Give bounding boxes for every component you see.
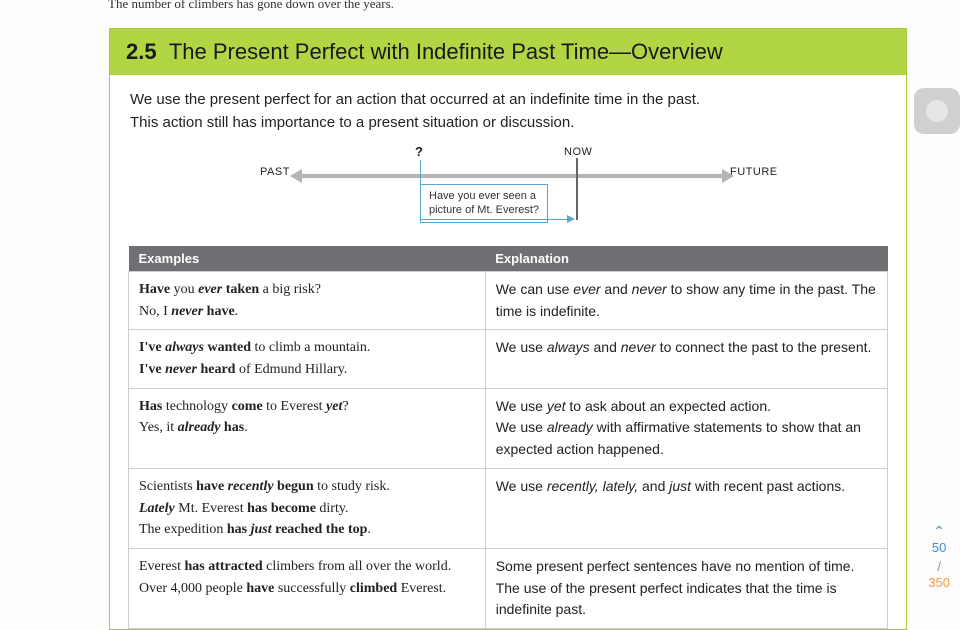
- chevron-up-icon[interactable]: ⌃: [928, 522, 950, 540]
- timeline-future-label: FUTURE: [730, 166, 778, 178]
- timeline-callout-arrowline: [420, 219, 568, 220]
- timeline-callout-arrowhead-icon: [567, 215, 575, 223]
- explanation-cell: We use yet to ask about an expected acti…: [485, 388, 887, 468]
- explanation-cell: We can use ever and never to show any ti…: [485, 272, 887, 330]
- intro-line: This action still has importance to a pr…: [130, 112, 886, 135]
- explanation-cell: We use always and never to connect the p…: [485, 330, 887, 388]
- table-header-explanation: Explanation: [485, 246, 887, 272]
- example-cell: Everest has attracted climbers from all …: [129, 548, 486, 628]
- example-cell: Have you ever taken a big risk?No, I nev…: [129, 272, 486, 330]
- timeline-arrow-right-icon: [722, 169, 734, 183]
- explanation-cell: Some present perfect sentences have no m…: [485, 548, 887, 628]
- intro-line: We use the present perfect for an action…: [130, 89, 886, 112]
- lesson-box: 2.5 The Present Perfect with Indefinite …: [109, 28, 907, 630]
- timeline-now-label: NOW: [564, 146, 592, 158]
- clipped-top-text: The number of climbers has gone down ove…: [0, 0, 960, 24]
- timeline-question-mark: ?: [415, 144, 423, 159]
- section-number: 2.5: [126, 39, 157, 64]
- page-navigator[interactable]: ⌃ 50 / 350: [928, 522, 950, 592]
- assistive-touch-icon: [926, 100, 948, 122]
- table-row: Have you ever taken a big risk?No, I nev…: [129, 272, 888, 330]
- table-row: I've always wanted to climb a mountain.I…: [129, 330, 888, 388]
- timeline-diagram: PAST FUTURE NOW ? Have you ever seen a p…: [130, 146, 886, 236]
- section-header: 2.5 The Present Perfect with Indefinite …: [110, 29, 906, 75]
- page-total: 350: [928, 575, 950, 592]
- examples-table: Examples Explanation Have you ever taken…: [128, 246, 888, 629]
- timeline-now-tick: [576, 158, 578, 220]
- example-cell: Scientists have recently begun to study …: [129, 468, 486, 548]
- table-row: Scientists have recently begun to study …: [129, 468, 888, 548]
- assistive-touch-button[interactable]: [914, 88, 960, 134]
- example-cell: I've always wanted to climb a mountain.I…: [129, 330, 486, 388]
- table-row: Has technology come to Everest yet?Yes, …: [129, 388, 888, 468]
- callout-line: picture of Mt. Everest?: [429, 203, 539, 217]
- timeline-callout-box: Have you ever seen a picture of Mt. Ever…: [420, 184, 548, 223]
- timeline-question-tick: [420, 160, 421, 186]
- page-slash: /: [928, 557, 950, 575]
- intro-text: We use the present perfect for an action…: [110, 75, 906, 140]
- timeline-arrow-left-icon: [290, 169, 302, 183]
- table-row: Everest has attracted climbers from all …: [129, 548, 888, 628]
- timeline-axis: [300, 174, 724, 178]
- timeline-past-label: PAST: [260, 166, 290, 178]
- example-cell: Has technology come to Everest yet?Yes, …: [129, 388, 486, 468]
- explanation-cell: We use recently, lately, and just with r…: [485, 468, 887, 548]
- table-header-examples: Examples: [129, 246, 486, 272]
- page-current: 50: [928, 540, 950, 557]
- callout-line: Have you ever seen a: [429, 189, 539, 203]
